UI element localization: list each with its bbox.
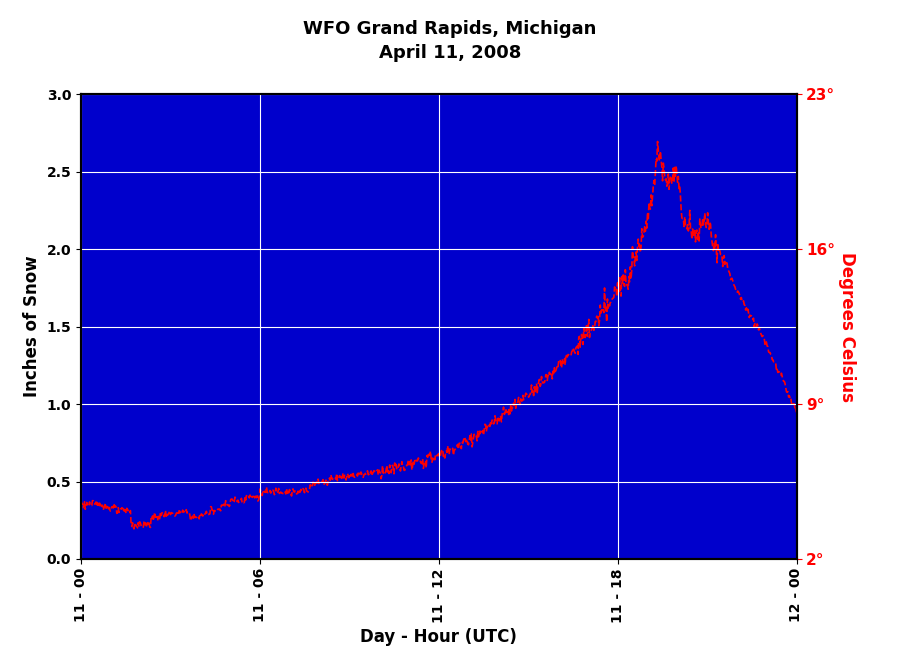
Y-axis label: Degrees Celsius: Degrees Celsius [838, 252, 856, 402]
Y-axis label: Inches of Snow: Inches of Snow [23, 256, 41, 397]
X-axis label: Day - Hour (UTC): Day - Hour (UTC) [360, 628, 518, 646]
Text: April 11, 2008: April 11, 2008 [379, 44, 521, 62]
Text: WFO Grand Rapids, Michigan: WFO Grand Rapids, Michigan [303, 20, 597, 38]
